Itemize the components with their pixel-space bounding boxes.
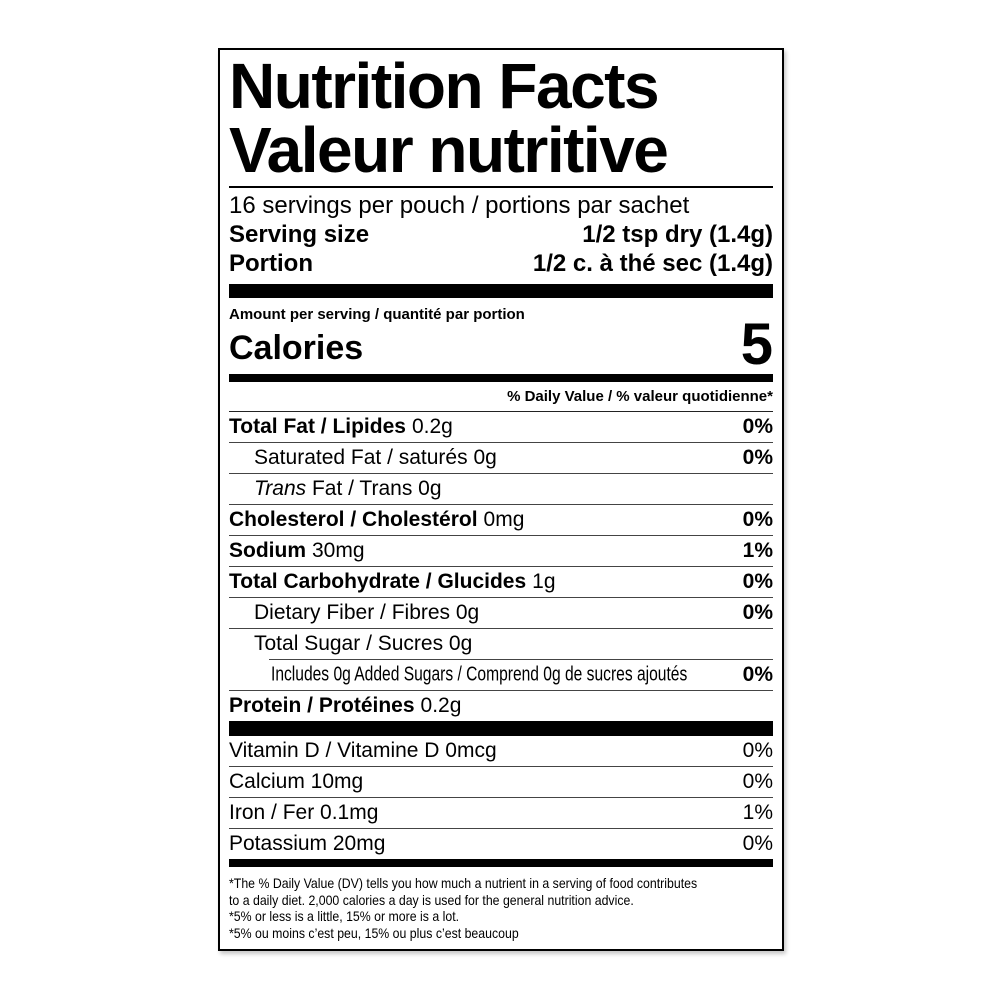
nutrient-row-carbohydrate: Total Carbohydrate / Glucides 1g 0% — [229, 567, 773, 598]
nutrient-dv: 0% — [742, 570, 773, 593]
nutrient-row-fiber: Dietary Fiber / Fibres 0g 0% — [229, 598, 773, 629]
amount-per-serving: Amount per serving / quantité par portio… — [229, 306, 525, 323]
micronutrient-dv: 1% — [742, 801, 773, 824]
micronutrient-dv: 0% — [742, 832, 773, 855]
thick-divider-bar — [229, 284, 773, 298]
calories-row: Calories 5 — [229, 312, 773, 377]
nutrient-name: Total Sugar / Sucres 0g — [254, 632, 473, 655]
serving-size-value: 1/2 tsp dry (1.4g) — [582, 221, 773, 248]
title-divider — [229, 186, 773, 188]
micronutrient-row-calcium: Calcium 10mg 0% — [229, 767, 773, 798]
nutrient-row-saturated-fat: Saturated Fat / saturés 0g 0% — [229, 443, 773, 474]
nutrient-dv: 0% — [742, 446, 773, 469]
daily-value-header: % Daily Value / % valeur quotidienne* — [229, 382, 773, 412]
micronutrient-name: Iron / Fer 0.1mg — [229, 801, 379, 824]
title-en: Nutrition Facts — [229, 50, 660, 122]
nutrient-row-sodium: Sodium 30mg 1% — [229, 536, 773, 567]
micronutrient-row-iron: Iron / Fer 0.1mg 1% — [229, 798, 773, 829]
nutrient-name: Total Fat / Lipides — [229, 415, 406, 438]
nutrient-dv: 1% — [742, 539, 773, 562]
medium-divider-bar — [229, 374, 773, 382]
servings-per-container: 16 servings per pouch / portions par sac… — [229, 192, 690, 219]
footnote-line: *The % Daily Value (DV) tells you how mu… — [229, 875, 698, 891]
micronutrient-row-vitamin-d: Vitamin D / Vitamine D 0mcg 0% — [229, 736, 773, 767]
portion-value: 1/2 c. à thé sec (1.4g) — [532, 250, 773, 277]
nutrient-name: Total Carbohydrate / Glucides — [229, 570, 527, 593]
footnotes: *The % Daily Value (DV) tells you how mu… — [229, 875, 773, 941]
calories-value: 5 — [740, 312, 773, 377]
nutrient-dv: 0% — [742, 601, 773, 624]
medium-divider-bar — [229, 859, 773, 867]
nutrient-row-added-sugars: Includes 0g Added Sugars / Comprend 0g d… — [229, 660, 773, 691]
nutrient-amount: 0.2g — [420, 694, 462, 717]
nutrient-row-cholesterol: Cholesterol / Cholestérol 0mg 0% — [229, 505, 773, 536]
nutrient-row-total-fat: Total Fat / Lipides 0.2g 0% — [229, 412, 773, 443]
nutrition-facts-label: Nutrition Facts Valeur nutritive 16 serv… — [218, 48, 784, 951]
calories-label: Calories — [229, 329, 364, 367]
nutrient-name: Protein / Protéines — [229, 694, 415, 717]
nutrient-name: Dietary Fiber / Fibres 0g — [254, 601, 480, 624]
nutrient-name: Saturated Fat / saturés 0g — [254, 446, 497, 469]
footnote-line: to a daily diet. 2,000 calories a day is… — [229, 891, 634, 908]
nutrient-row-total-sugar: Total Sugar / Sucres 0g — [229, 629, 773, 659]
nutrient-amount: 0mg — [483, 508, 525, 531]
nutrient-dv: 0% — [742, 663, 773, 686]
micronutrient-name: Vitamin D / Vitamine D 0mcg — [229, 739, 497, 762]
nutrient-name: Includes 0g Added Sugars / Comprend 0g d… — [271, 663, 688, 686]
micronutrient-dv: 0% — [742, 739, 773, 762]
portion-label: Portion — [229, 250, 313, 277]
indented-separator — [269, 659, 773, 660]
serving-size-label: Serving size — [229, 221, 370, 248]
nutrient-amount: 30mg — [312, 539, 365, 562]
nutrient-row-trans-fat: Trans Fat / Trans 0g — [229, 474, 773, 505]
micronutrient-name: Calcium 10mg — [229, 770, 364, 793]
nutrient-name: Sodium — [229, 539, 306, 562]
micronutrient-name: Potassium 20mg — [229, 832, 386, 855]
nutrient-name: Fat / Trans 0g — [306, 477, 442, 500]
nutrient-dv: 0% — [742, 508, 773, 531]
nutrient-amount: 1g — [532, 570, 556, 593]
nutrient-row-protein: Protein / Protéines 0.2g — [229, 691, 773, 721]
nutrient-name: Cholesterol / Cholestérol — [229, 508, 478, 531]
micronutrient-row-potassium: Potassium 20mg 0% — [229, 829, 773, 859]
micronutrient-dv: 0% — [742, 770, 773, 793]
footnote-line: *5% ou moins c’est peu, 15% ou plus c’es… — [229, 924, 519, 941]
nutrient-name-italic: Trans — [254, 477, 307, 500]
portion-row: Portion 1/2 c. à thé sec (1.4g) — [229, 249, 773, 278]
footnote-line: *5% or less is a little, 15% or more is … — [229, 908, 460, 924]
serving-size-row: Serving size 1/2 tsp dry (1.4g) — [229, 220, 773, 249]
nutrient-amount: 0.2g — [411, 415, 453, 438]
title-fr: Valeur nutritive — [229, 114, 669, 186]
thick-divider-bar — [229, 721, 773, 736]
nutrient-dv: 0% — [742, 415, 773, 438]
